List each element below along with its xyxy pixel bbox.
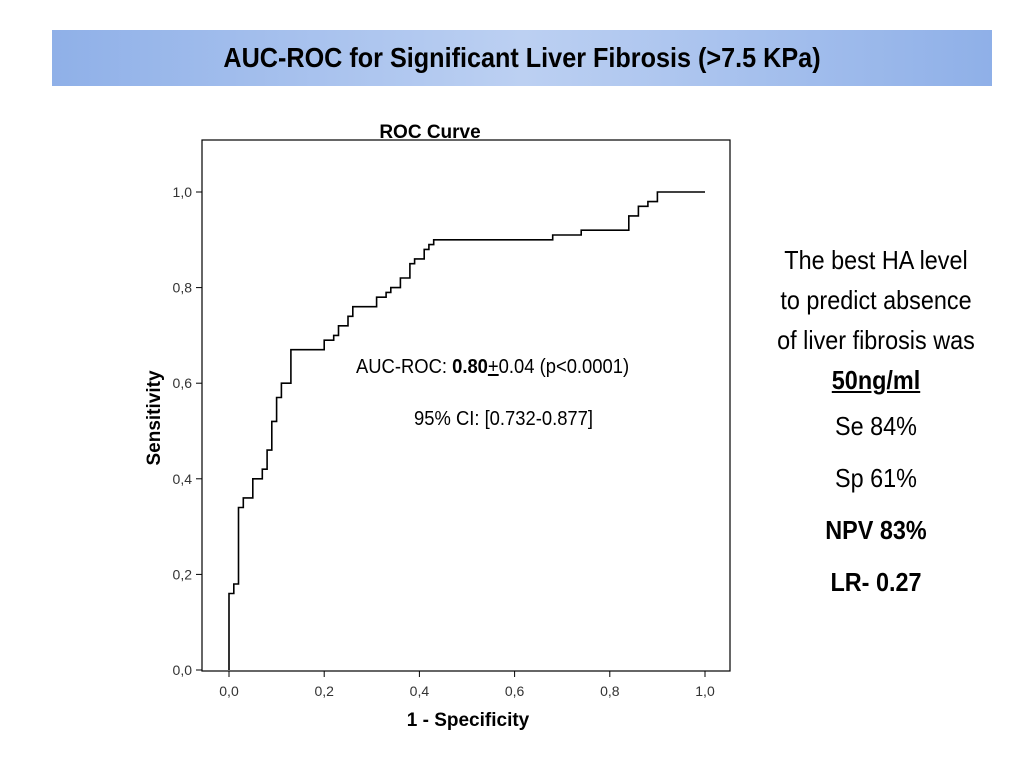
auc-plus-minus: + — [487, 356, 499, 378]
specificity-value: Sp 61% — [835, 463, 917, 493]
title-banner: AUC-ROC for Significant Liver Fibrosis (… — [52, 30, 992, 86]
y-tick-label: 0,8 — [173, 280, 193, 296]
lr-value: LR- 0.27 — [830, 567, 922, 597]
summary-line-3: of liver fibrosis was — [777, 325, 975, 355]
y-tick-label: 1,0 — [173, 184, 193, 200]
y-axis-label: Sensitivity — [144, 370, 165, 465]
y-tick-label: 0,0 — [173, 662, 193, 678]
x-tick-label: 0,2 — [314, 683, 334, 699]
npv-value: NPV 83% — [825, 515, 927, 545]
summary-panel: The best HA level to predict absence of … — [748, 240, 1004, 608]
slide-title: AUC-ROC for Significant Liver Fibrosis (… — [223, 42, 821, 73]
threshold-value: 50ng/ml — [831, 365, 921, 395]
auc-prefix: AUC-ROC: — [356, 356, 453, 378]
summary-line-1: The best HA level — [784, 245, 968, 275]
ci-annotation: 95% CI: [0.732-0.877] — [414, 408, 594, 430]
x-axis-label: 1 - Specificity — [407, 710, 530, 731]
summary-line-2: to predict absence — [780, 285, 972, 315]
roc-curve-line — [228, 191, 705, 670]
plot-frame — [201, 139, 731, 672]
x-tick-label: 0,4 — [410, 683, 430, 699]
y-tick-label: 0,4 — [173, 471, 193, 487]
y-tick-label: 0,6 — [173, 375, 193, 391]
x-tick-label: 0,0 — [219, 683, 239, 699]
auc-annotation: AUC-ROC: 0.80+0.04 (p<0.0001) — [356, 356, 629, 379]
sensitivity-value: Se 84% — [835, 411, 917, 441]
auc-value: 0.80 — [452, 356, 488, 378]
x-tick-label: 0,8 — [600, 683, 620, 699]
y-tick-label: 0,2 — [173, 566, 193, 582]
x-tick-label: 1,0 — [695, 683, 715, 699]
auc-rest: 0.04 (p<0.0001) — [498, 356, 630, 378]
x-tick-label: 0,6 — [505, 683, 525, 699]
chart-title: ROC Curve — [379, 122, 480, 143]
